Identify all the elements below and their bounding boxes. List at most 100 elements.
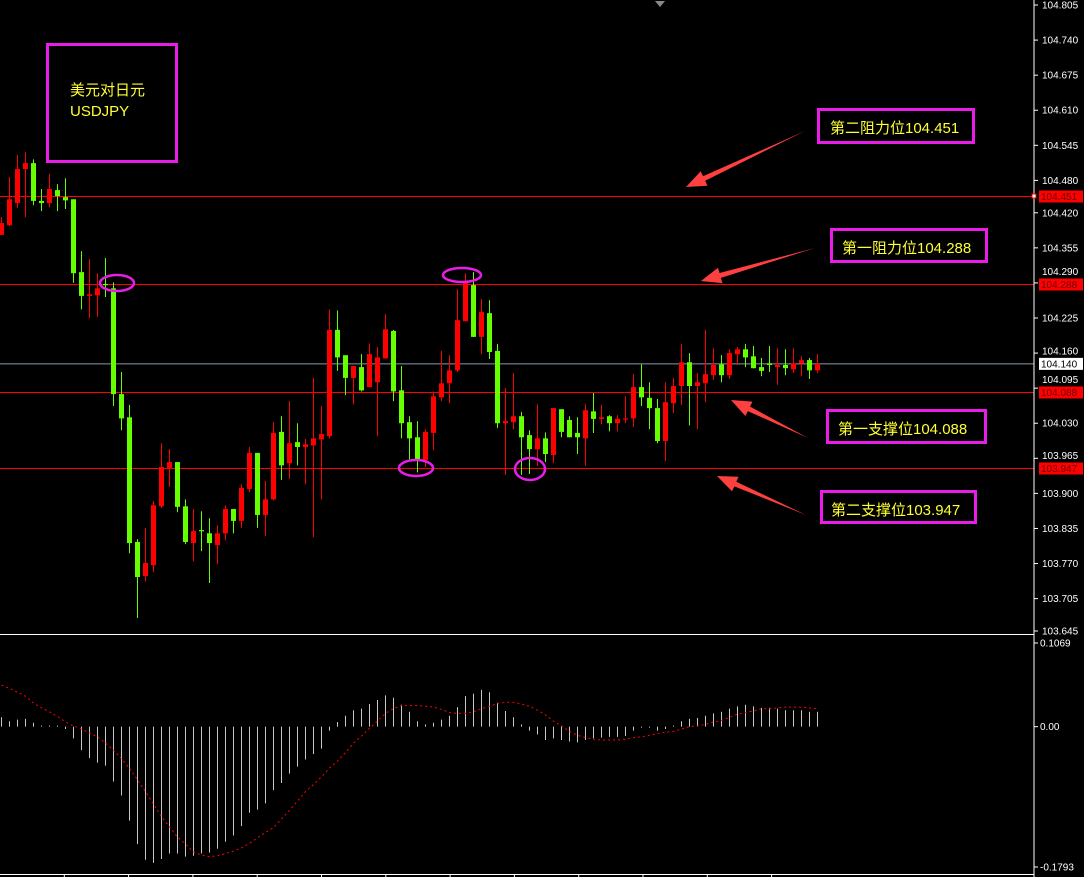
candle[interactable] xyxy=(15,155,20,208)
candle[interactable] xyxy=(791,348,796,374)
candle[interactable] xyxy=(143,527,148,582)
candle[interactable] xyxy=(255,452,260,528)
candle[interactable] xyxy=(111,282,116,406)
candle[interactable] xyxy=(615,415,620,432)
candle[interactable] xyxy=(207,518,212,583)
candle[interactable] xyxy=(783,349,788,376)
candle[interactable] xyxy=(375,347,380,437)
candle[interactable] xyxy=(79,251,84,310)
candle[interactable] xyxy=(175,462,180,513)
candle[interactable] xyxy=(151,500,156,573)
candle[interactable] xyxy=(655,398,660,444)
candle[interactable] xyxy=(343,355,348,396)
candle[interactable] xyxy=(247,446,252,493)
candle[interactable] xyxy=(519,411,524,476)
candle[interactable] xyxy=(719,355,724,383)
candle[interactable] xyxy=(87,259,92,318)
candle[interactable] xyxy=(687,353,692,426)
candle[interactable] xyxy=(47,173,52,208)
candle[interactable] xyxy=(71,199,76,283)
candle[interactable] xyxy=(583,404,588,466)
candle[interactable] xyxy=(327,309,332,439)
candle[interactable] xyxy=(559,409,564,438)
candle[interactable] xyxy=(383,314,388,359)
candle[interactable] xyxy=(711,348,716,381)
scroll-marker-icon[interactable] xyxy=(655,1,665,7)
candle[interactable] xyxy=(279,416,284,480)
candle[interactable] xyxy=(639,364,644,406)
candle[interactable] xyxy=(191,509,196,562)
candle[interactable] xyxy=(575,417,580,454)
candle[interactable] xyxy=(159,443,164,508)
candle[interactable] xyxy=(751,346,756,369)
candle[interactable] xyxy=(95,273,100,317)
candle[interactable] xyxy=(39,189,44,212)
candle[interactable] xyxy=(479,299,484,355)
candle[interactable] xyxy=(167,449,172,487)
candle[interactable] xyxy=(567,416,572,438)
candle[interactable] xyxy=(471,272,476,337)
candle[interactable] xyxy=(607,415,612,432)
candle[interactable] xyxy=(239,484,244,528)
candle[interactable] xyxy=(23,152,28,218)
candle[interactable] xyxy=(135,539,140,619)
candle[interactable] xyxy=(263,480,268,537)
candle[interactable] xyxy=(527,430,532,474)
candle[interactable] xyxy=(407,416,412,460)
candle[interactable] xyxy=(695,373,700,430)
candle[interactable] xyxy=(663,382,668,462)
candle[interactable] xyxy=(551,408,556,464)
candle[interactable] xyxy=(439,350,444,402)
candle[interactable] xyxy=(463,273,468,322)
candle[interactable] xyxy=(287,401,292,479)
candle[interactable] xyxy=(399,366,404,439)
candle[interactable] xyxy=(367,343,372,388)
candle[interactable] xyxy=(623,396,628,424)
candle[interactable] xyxy=(447,355,452,404)
candle[interactable] xyxy=(703,329,708,403)
candle[interactable] xyxy=(215,525,220,565)
candle[interactable] xyxy=(487,300,492,360)
candle[interactable] xyxy=(455,289,460,372)
candle[interactable] xyxy=(335,310,340,371)
candle[interactable] xyxy=(599,404,604,425)
candle[interactable] xyxy=(231,509,236,534)
candle[interactable] xyxy=(543,432,548,463)
candle[interactable] xyxy=(727,349,732,379)
candle[interactable] xyxy=(495,343,500,429)
candle[interactable] xyxy=(671,377,676,413)
candle[interactable] xyxy=(767,346,772,372)
candle[interactable] xyxy=(735,347,740,365)
candle[interactable] xyxy=(647,382,652,430)
candle[interactable] xyxy=(503,388,508,476)
candle[interactable] xyxy=(311,377,316,538)
candle[interactable] xyxy=(319,405,324,500)
candle[interactable] xyxy=(391,329,396,402)
candle[interactable] xyxy=(535,404,540,466)
candle[interactable] xyxy=(303,438,308,485)
candle[interactable] xyxy=(55,184,60,212)
candle[interactable] xyxy=(119,371,124,431)
candle[interactable] xyxy=(415,421,420,473)
candle[interactable] xyxy=(679,343,684,405)
candle[interactable] xyxy=(223,505,228,541)
candle[interactable] xyxy=(7,177,12,227)
candle[interactable] xyxy=(31,159,36,206)
candle[interactable] xyxy=(775,348,780,385)
candle[interactable] xyxy=(431,391,436,451)
candle[interactable] xyxy=(127,404,132,554)
candle[interactable] xyxy=(295,423,300,466)
candle[interactable] xyxy=(0,217,4,235)
candle[interactable] xyxy=(359,354,364,392)
candle[interactable] xyxy=(799,356,804,377)
candle[interactable] xyxy=(351,366,356,405)
candle[interactable] xyxy=(271,422,276,501)
candle[interactable] xyxy=(815,354,820,374)
candle[interactable] xyxy=(743,343,748,368)
candle[interactable] xyxy=(183,499,188,545)
candle[interactable] xyxy=(631,374,636,428)
candle[interactable] xyxy=(591,393,596,433)
candle[interactable] xyxy=(199,511,204,552)
candle[interactable] xyxy=(759,357,764,377)
